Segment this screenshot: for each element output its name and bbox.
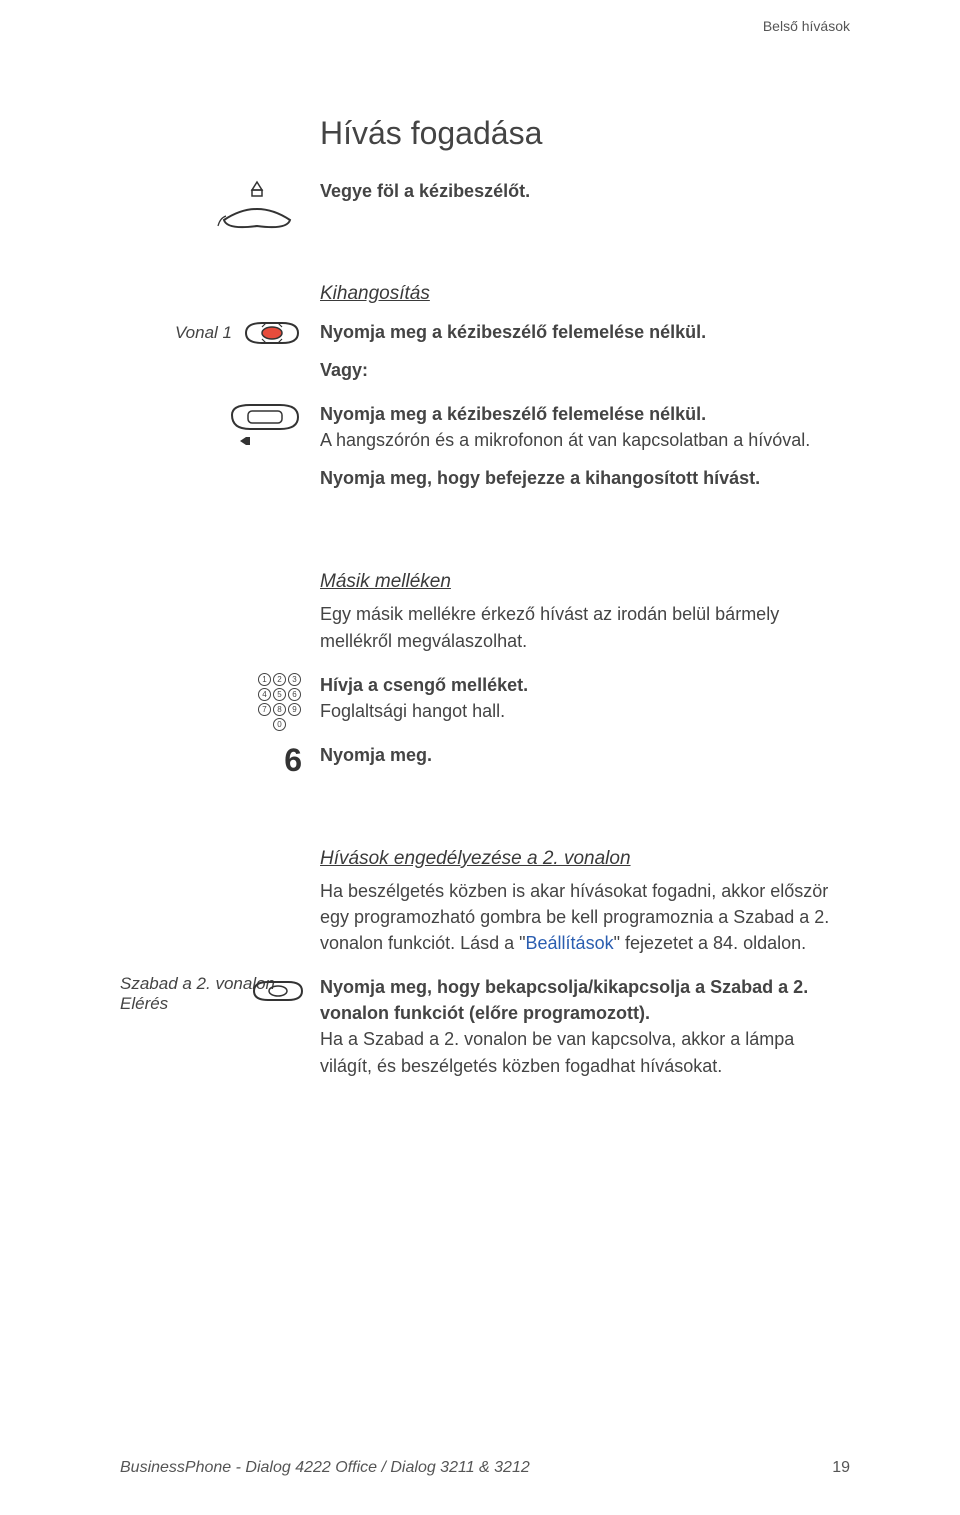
beallitasok-link[interactable]: Beállítások [526,933,614,953]
hivasok-body-post: " fejezetet a 84. oldalon. [614,933,807,953]
hivja-block: Hívja a csengő melléket. Foglaltsági han… [320,672,830,724]
hivja-bold: Hívja a csengő melléket. [320,675,528,695]
programmable-button-icon [250,978,306,1004]
digit-6: 6 [284,742,302,779]
footer-page-number: 19 [832,1459,850,1477]
handset-lift-icon [212,178,302,233]
page-title: Hívás fogadása [320,115,830,152]
szabad-body: Ha a Szabad a 2. vonalon be van kapcsolv… [320,1029,794,1075]
subheading-hivasok: Hívások engedélyezése a 2. vonalon [320,848,830,870]
subheading-kihangositas: Kihangosítás [320,283,830,305]
kihang-press-2: Nyomja meg a kézibeszélő felemelése nélk… [320,401,830,453]
kihang-press-2-bold: Nyomja meg a kézibeszélő felemelése nélk… [320,404,706,424]
kihang-press-2-desc: A hangszórón és a mikrofonon át van kapc… [320,430,810,450]
szabad-block: Nyomja meg, hogy bekapcsolja/kikapcsolja… [320,974,830,1078]
step-pickup: Vegye föl a kézibeszélőt. [320,178,830,204]
masik-body: Egy másik mellékre érkező hívást az irod… [320,601,830,653]
vagy-label: Vagy: [320,357,830,383]
keypad-icon: 123 456 789 0 [257,672,302,732]
line-lamp-button-icon [242,319,302,347]
szabad-label-2: Elérés [120,994,168,1013]
vonal1-label: Vonal 1 [175,323,232,343]
subheading-masik: Másik melléken [320,571,830,593]
szabad-bold: Nyomja meg, hogy bekapcsolja/kikapcsolja… [320,977,808,1023]
kihang-end: Nyomja meg, hogy befejezze a kihangosíto… [320,465,830,491]
foglalt: Foglaltsági hangot hall. [320,701,505,721]
speaker-button-icon [224,401,302,447]
hivasok-body: Ha beszélgetés közben is akar hívásokat … [320,878,830,956]
footer-doc-title: BusinessPhone - Dialog 4222 Office / Dia… [120,1459,530,1477]
kihang-press-1: Nyomja meg a kézibeszélő felemelése nélk… [320,319,830,345]
running-header: Belső hívások [763,18,850,34]
nyomja-meg-6: Nyomja meg. [320,742,830,768]
